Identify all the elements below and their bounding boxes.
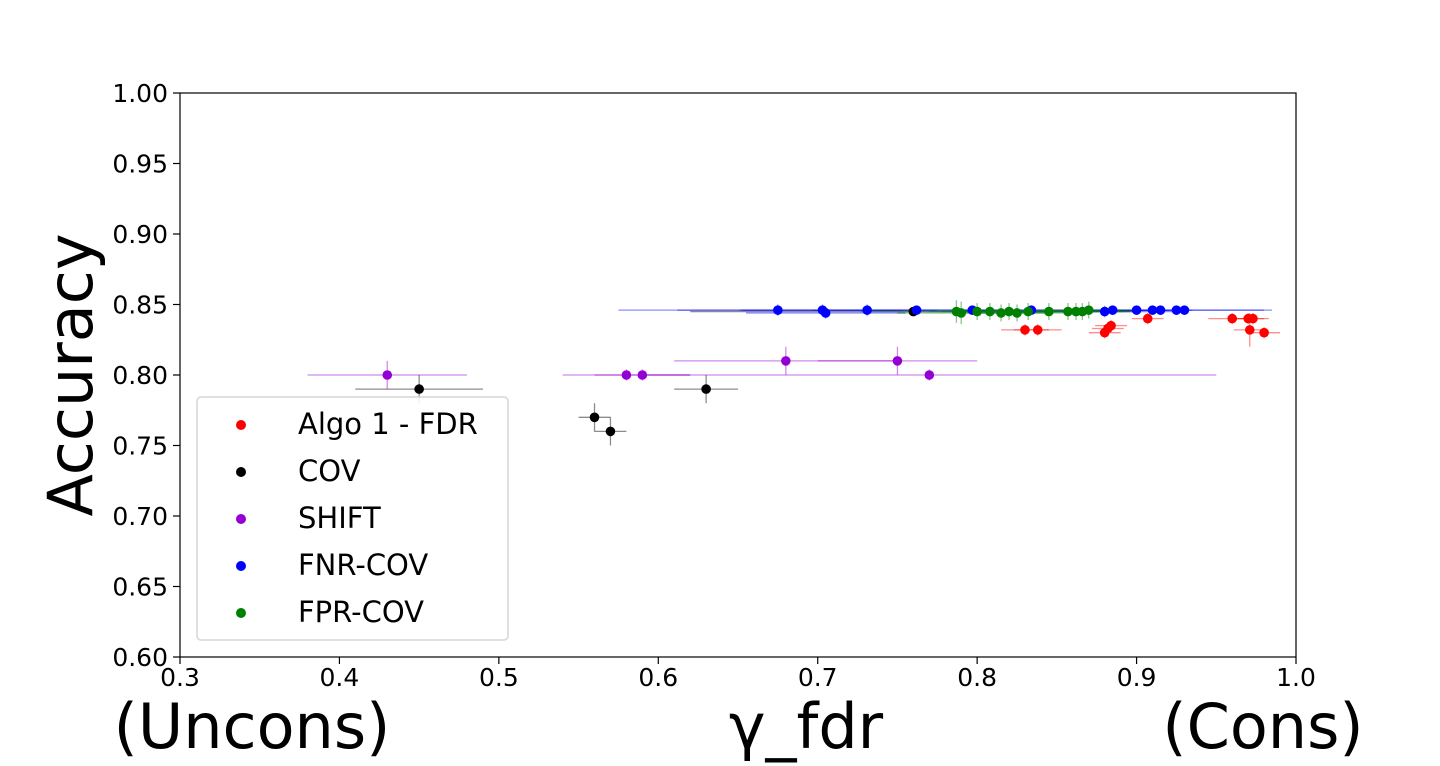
legend-marker — [236, 514, 246, 524]
data-point-fnr-cov — [1107, 305, 1118, 315]
data-point-fnr-cov — [1171, 305, 1182, 315]
data-point-fpr-cov — [972, 306, 982, 317]
data-point-shift — [637, 370, 648, 380]
data-point-fpr-cov — [956, 308, 966, 318]
y-tick-label: 0.60 — [112, 643, 168, 672]
legend-marker — [236, 467, 246, 477]
data-point-cov — [701, 384, 711, 394]
x-tick-label: 0.6 — [638, 663, 678, 692]
legend-marker — [236, 608, 246, 618]
data-point-fnr-cov — [862, 305, 872, 315]
legend-label: COV — [298, 454, 361, 488]
legend-label: FPR-COV — [298, 595, 424, 629]
legend-items: Algo 1 - FDR COV SHIFT FNR-COV FPR-COV — [236, 407, 478, 629]
data-point-fnr-cov — [1179, 305, 1190, 315]
data-point-fpr-cov — [1012, 308, 1022, 318]
y-tick-label: 0.80 — [112, 361, 168, 390]
data-point-algo-1-fdr — [1244, 325, 1255, 335]
y-axis-label: Accuracy — [34, 233, 107, 516]
y-tick-label: 1.00 — [112, 79, 168, 108]
data-point-algo-1-fdr — [1248, 313, 1258, 324]
x-axis-right-extreme-label: (Cons) — [1162, 690, 1363, 763]
data-point-shift — [382, 370, 393, 380]
y-tick-label: 0.75 — [112, 432, 168, 461]
data-point-fpr-cov — [985, 306, 995, 317]
data-point-cov — [414, 384, 424, 394]
x-axis-label: γ_fdr — [729, 690, 884, 763]
data-point-cov — [605, 426, 616, 437]
data-point-algo-1-fdr — [1259, 327, 1269, 338]
data-point-fnr-cov — [1131, 305, 1142, 315]
x-tick-label: 0.7 — [798, 663, 838, 692]
x-tick-label: 0.5 — [479, 663, 519, 692]
x-tick-label: 0.4 — [320, 663, 360, 692]
y-tick-label: 0.70 — [112, 502, 168, 531]
x-tick-label: 0.8 — [957, 663, 997, 692]
x-axis-ticks: 0.3 0.4 0.5 0.6 0.7 0.8 0.9 1.0 — [160, 657, 1316, 692]
data-point-shift — [621, 370, 632, 380]
data-point-fpr-cov — [1063, 306, 1073, 317]
x-axis-left-extreme-label: (Uncons) — [114, 690, 391, 763]
data-point-shift — [892, 356, 903, 366]
y-tick-label: 0.85 — [112, 291, 168, 320]
data-point-fpr-cov — [1083, 305, 1094, 315]
x-tick-label: 0.9 — [1117, 663, 1157, 692]
data-point-fnr-cov — [1155, 305, 1166, 315]
data-point-shift — [924, 370, 935, 380]
data-point-fpr-cov — [1004, 306, 1014, 317]
legend-marker — [236, 420, 246, 430]
legend-frame — [196, 396, 509, 641]
y-tick-label: 0.90 — [112, 220, 168, 249]
legend-label: FNR-COV — [298, 548, 428, 582]
y-axis-ticks: 0.60 0.65 0.70 0.75 0.80 0.85 0.90 0.95 1.00 — [112, 79, 180, 672]
data-points-layer — [382, 305, 1269, 437]
legend-label: SHIFT — [298, 501, 381, 535]
legend: Algo 1 - FDR COV SHIFT FNR-COV FPR-COV — [196, 396, 509, 641]
data-point-fnr-cov — [773, 305, 783, 315]
y-tick-label: 0.65 — [112, 573, 168, 602]
data-point-algo-1-fdr — [1227, 313, 1238, 324]
data-point-fnr-cov — [1099, 306, 1110, 317]
data-point-algo-1-fdr — [1106, 320, 1116, 331]
data-point-algo-1-fdr — [1020, 325, 1030, 335]
x-tick-label: 1.0 — [1276, 663, 1316, 692]
x-tick-label: 0.3 — [160, 663, 200, 692]
data-point-fnr-cov — [911, 305, 922, 315]
data-point-shift — [781, 356, 791, 366]
y-tick-label: 0.95 — [112, 150, 168, 179]
data-point-algo-1-fdr — [1142, 313, 1153, 324]
data-point-fpr-cov — [1044, 306, 1054, 317]
data-point-fnr-cov — [820, 308, 831, 318]
data-point-cov — [589, 412, 600, 423]
data-point-fpr-cov — [996, 308, 1006, 318]
legend-label: Algo 1 - FDR — [298, 407, 478, 441]
data-point-algo-1-fdr — [1032, 325, 1043, 335]
legend-marker — [236, 561, 246, 571]
data-point-fpr-cov — [1023, 306, 1033, 317]
data-point-fnr-cov — [1147, 305, 1158, 315]
